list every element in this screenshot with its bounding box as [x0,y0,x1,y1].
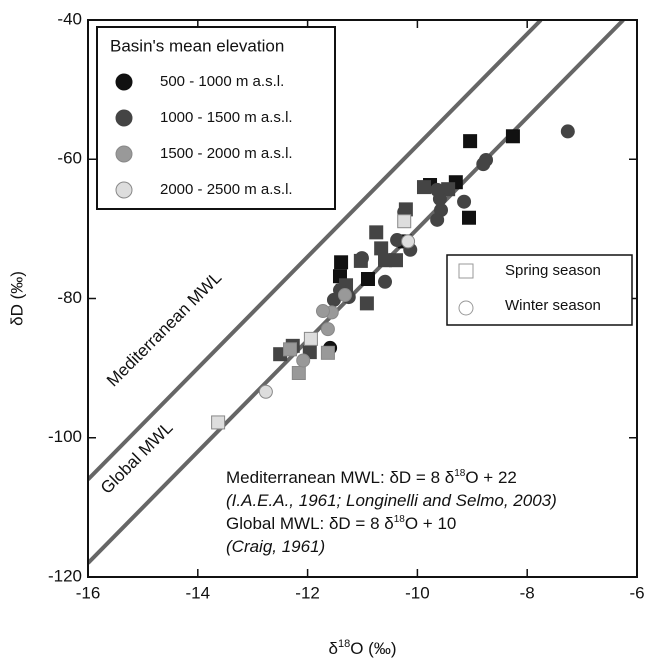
legend-marker [115,145,133,163]
data-point [291,365,306,380]
data-point [416,180,431,195]
data-point [303,331,318,346]
annotation-part: Global MWL: δD = 8 δ [226,514,394,533]
mwl-line [88,20,543,481]
legend-marker [115,109,133,127]
data-point [457,194,472,209]
annotation-part: (I.A.E.A., 1961; Longinelli and Selmo, 2… [226,491,557,510]
label-part: O (‰) [350,639,396,658]
data-point [320,322,335,337]
legend-marker [458,263,474,279]
data-point [560,124,575,139]
legend-box [96,26,336,210]
annotation-part: 18 [454,468,466,479]
data-point [359,296,374,311]
y-tick-label: -80 [57,288,82,307]
label-part: 18 [338,638,350,650]
data-point [258,384,273,399]
y-axis-label: δD (‰) [7,271,26,326]
data-point [334,255,349,270]
annotation: (I.A.E.A., 1961; Longinelli and Selmo, 2… [226,491,557,510]
data-point [211,415,226,430]
data-point [296,353,311,368]
data-point [463,134,478,149]
data-point [374,241,389,256]
y-tick-label: -120 [48,566,82,585]
data-point [283,342,298,357]
x-tick-label: -14 [186,583,211,602]
x-tick-label: -10 [405,583,430,602]
annotation: (Craig, 1961) [226,537,325,556]
legend-marker [458,300,474,316]
annotation-part: O + 10 [405,514,457,533]
data-point [401,234,416,249]
annotation-part: Mediterranean MWL: δD = 8 δ [226,468,454,487]
legend-label: 1000 - 1500 m a.s.l. [160,109,293,126]
x-tick-label: -16 [76,583,101,602]
data-point [315,304,330,319]
annotation: Mediterranean MWL: δD = 8 δ18O + 22 [226,468,517,488]
annotation-part: 18 [394,514,406,525]
legend-marker [115,181,133,199]
data-point [397,214,412,229]
legend-label: 1500 - 2000 m a.s.l. [160,145,293,162]
data-point [320,345,335,360]
data-point [505,129,520,144]
legend-title: Basin's mean elevation [110,36,284,55]
data-point [430,212,445,227]
y-tick-label: -40 [57,9,82,28]
data-point [354,251,369,266]
legend-box [446,254,633,326]
data-point [462,210,477,225]
data-point [388,253,403,268]
legend-marker [115,73,133,91]
x-axis-label: δ18O (‰) [329,638,397,659]
legend-label: 500 - 1000 m a.s.l. [160,73,284,90]
y-tick-label: -60 [57,149,82,168]
data-point [378,274,393,289]
data-point [360,272,375,287]
legend-label: Spring season [505,262,601,279]
data-point [337,288,352,303]
legend-label: 2000 - 2500 m a.s.l. [160,181,293,198]
data-point [369,225,384,240]
annotation-part: (Craig, 1961) [226,537,325,556]
data-point [476,157,491,172]
mwl-line [88,20,625,565]
label-part: δ [329,639,338,658]
annotation: Global MWL: δD = 8 δ18O + 10 [226,514,456,534]
annotation-part: O + 22 [465,468,517,487]
y-tick-label: -100 [48,427,82,446]
x-tick-label: -8 [520,583,535,602]
legend-label: Winter season [505,297,601,314]
line-label: Mediterranean MWL [103,268,225,390]
x-tick-label: -6 [629,583,644,602]
x-tick-label: -12 [295,583,320,602]
